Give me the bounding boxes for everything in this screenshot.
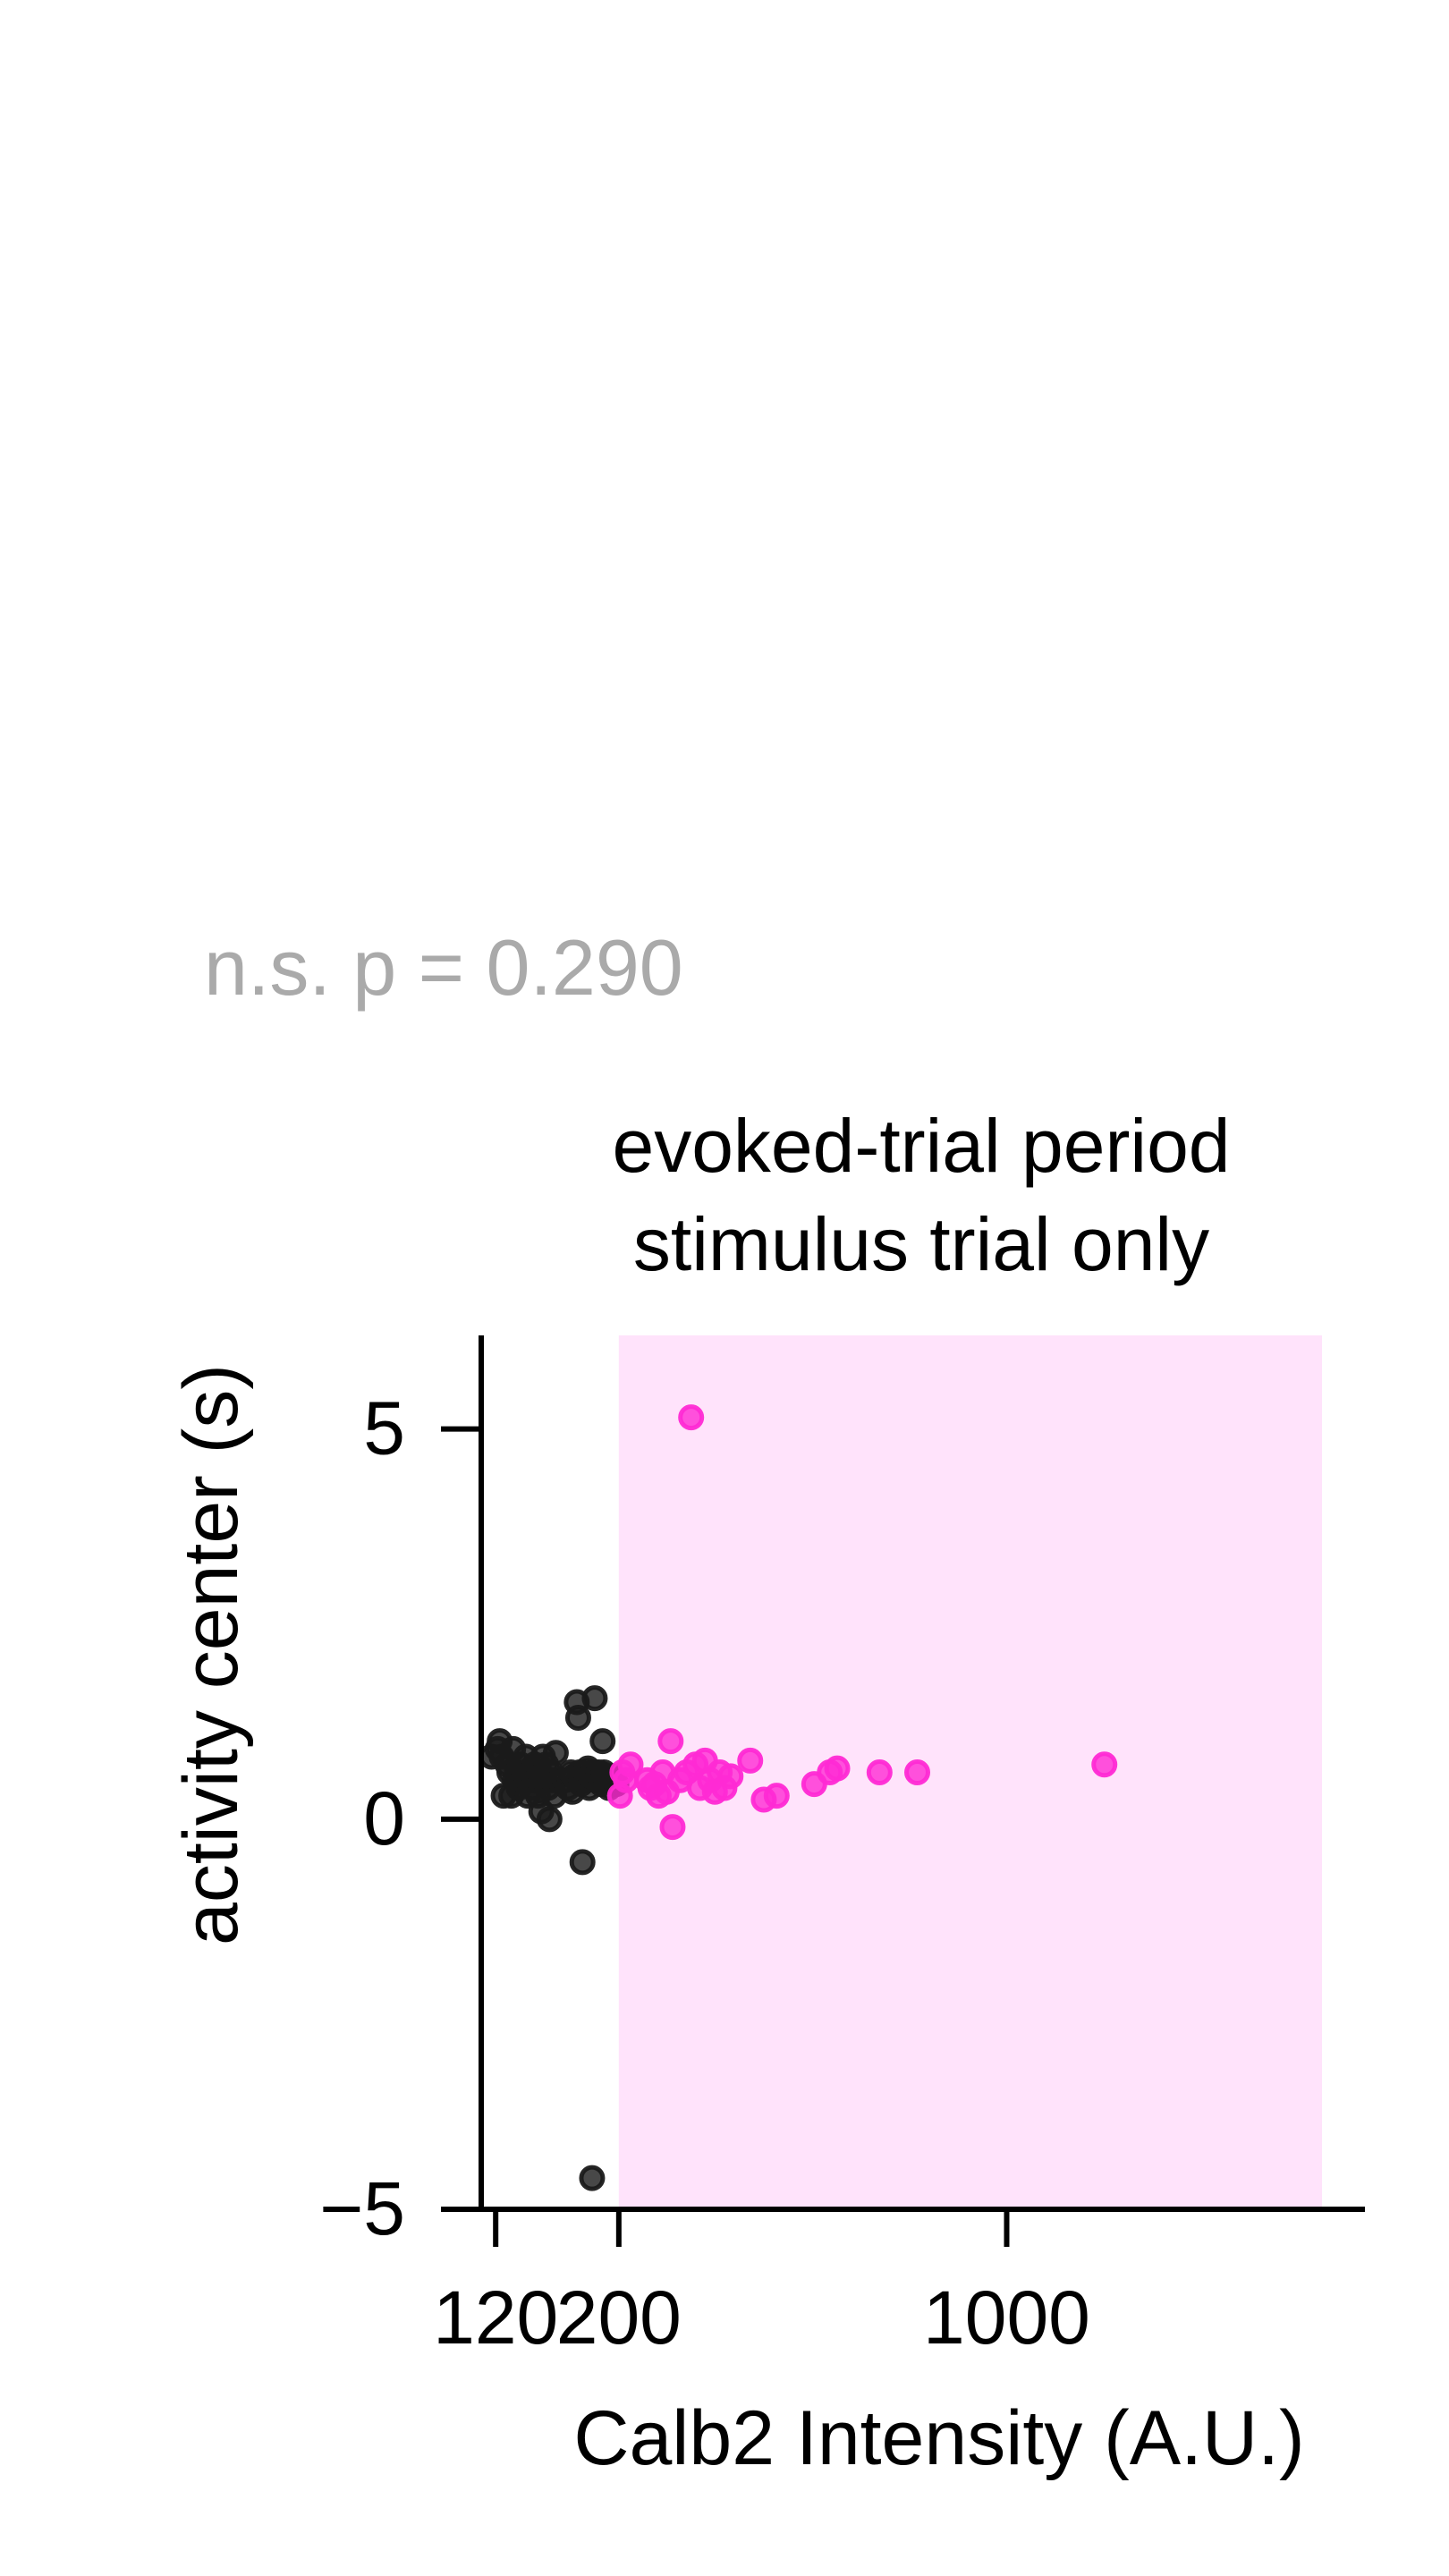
series-0-point [542, 1740, 569, 1767]
chart-title-line-1: evoked-trial period [612, 1104, 1230, 1188]
series-1-point [737, 1747, 764, 1774]
y-tick-label: −5 [319, 2166, 405, 2250]
chart-title-line-2: stimulus trial only [633, 1202, 1209, 1286]
x-tick-label: 120 [433, 2275, 558, 2360]
series-0-point [569, 1849, 596, 1876]
x-tick-label: 200 [556, 2275, 682, 2360]
series-1-point [717, 1763, 744, 1790]
y-tick-label: 0 [363, 1776, 405, 1860]
series-1-point [866, 1759, 893, 1785]
series-1-point [904, 1759, 931, 1785]
y-axis-label: activity center (s) [168, 1364, 254, 1945]
series-0-point [589, 1728, 616, 1755]
series-1-point [617, 1751, 644, 1778]
series-0-point [581, 1685, 608, 1712]
series-1-point [657, 1728, 684, 1755]
series-1-point [824, 1755, 851, 1782]
series-0-point [564, 1704, 591, 1731]
series-1-point [678, 1404, 705, 1431]
x-tick-label: 1000 [923, 2275, 1090, 2360]
series-0-point [536, 1806, 563, 1833]
x-axis-label: Calb2 Intensity (A.U.) [573, 2395, 1304, 2481]
series-1-point [763, 1783, 790, 1809]
series-1-point [1091, 1751, 1118, 1778]
data-points [479, 1404, 1118, 2191]
series-0-point [579, 2165, 606, 2191]
p-value-annotation: n.s. p = 0.290 [204, 923, 683, 1012]
series-1-point [659, 1814, 686, 1841]
y-tick-label: 5 [363, 1386, 405, 1470]
